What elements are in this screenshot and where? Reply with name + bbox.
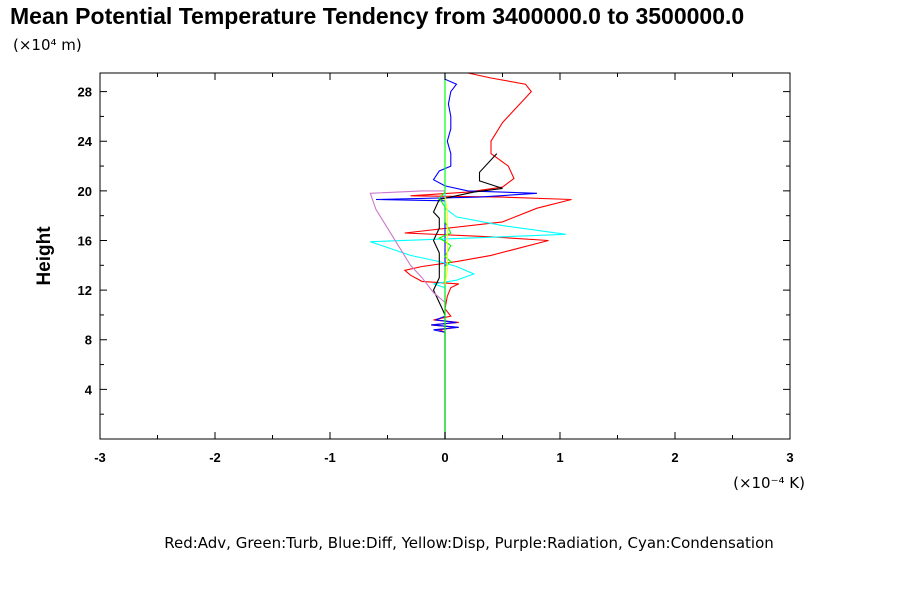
series-line-1 <box>375 73 538 439</box>
chart-title: Mean Potential Temperature Tendency from… <box>10 3 744 29</box>
x-tick-label: -2 <box>209 450 221 465</box>
series-line-6 <box>444 196 448 285</box>
y-tick-label: 24 <box>78 134 93 149</box>
legend-text: Red:Adv, Green:Turb, Blue:Diff, Yellow:D… <box>164 534 774 552</box>
series-layer <box>369 72 572 439</box>
y-axis-label: Height <box>34 226 55 286</box>
y-tick-label: 4 <box>85 382 93 397</box>
series-line-2 <box>370 73 566 439</box>
series-line-5 <box>438 73 452 439</box>
x-tick-label: 0 <box>441 450 448 465</box>
series-line-3 <box>432 153 503 439</box>
y-tick-label: 8 <box>85 333 92 348</box>
x-unit-note: (×10⁻⁴ K) <box>733 474 805 492</box>
series-line-0 <box>403 72 572 439</box>
x-tick-label: 1 <box>556 450 563 465</box>
y-tick-label: 12 <box>78 283 92 298</box>
y-tick-label: 28 <box>78 85 92 100</box>
x-tick-label: -3 <box>94 450 106 465</box>
x-tick-label: 3 <box>786 450 793 465</box>
x-tick-label: 2 <box>671 450 678 465</box>
y-tick-label: 16 <box>78 233 92 248</box>
series-line-4 <box>369 190 446 439</box>
y-tick-label: 20 <box>78 184 92 199</box>
x-tick-label: -1 <box>324 450 336 465</box>
y-unit-note: (×10⁴ m) <box>13 36 82 54</box>
